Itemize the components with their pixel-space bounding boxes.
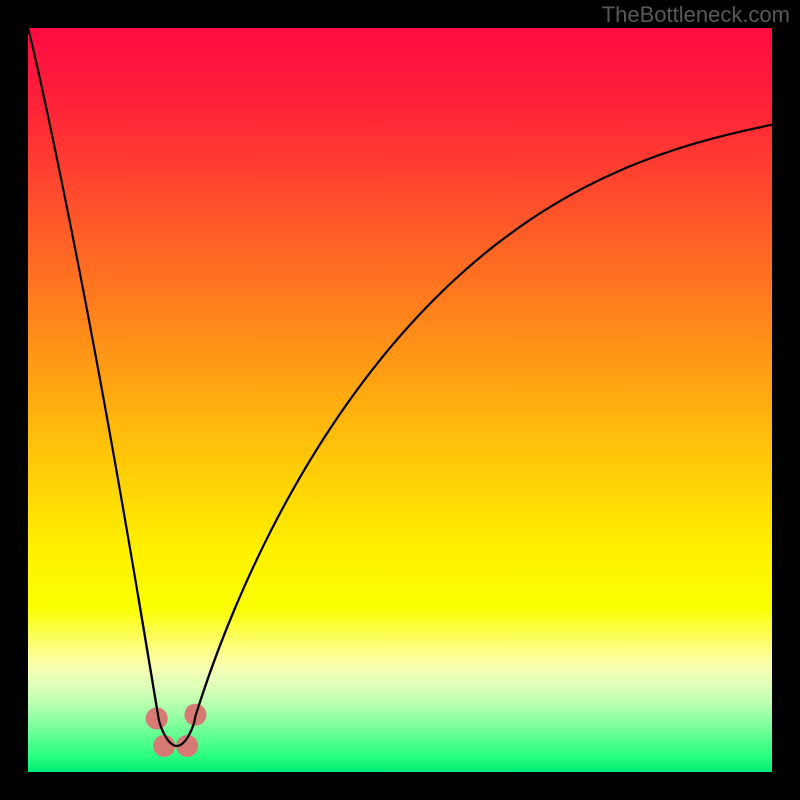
watermark-text: TheBottleneck.com bbox=[602, 2, 790, 28]
notch-marker bbox=[153, 735, 175, 757]
chart-frame: TheBottleneck.com bbox=[0, 0, 800, 800]
bottleneck-chart bbox=[0, 0, 800, 800]
gradient-background bbox=[28, 28, 772, 772]
